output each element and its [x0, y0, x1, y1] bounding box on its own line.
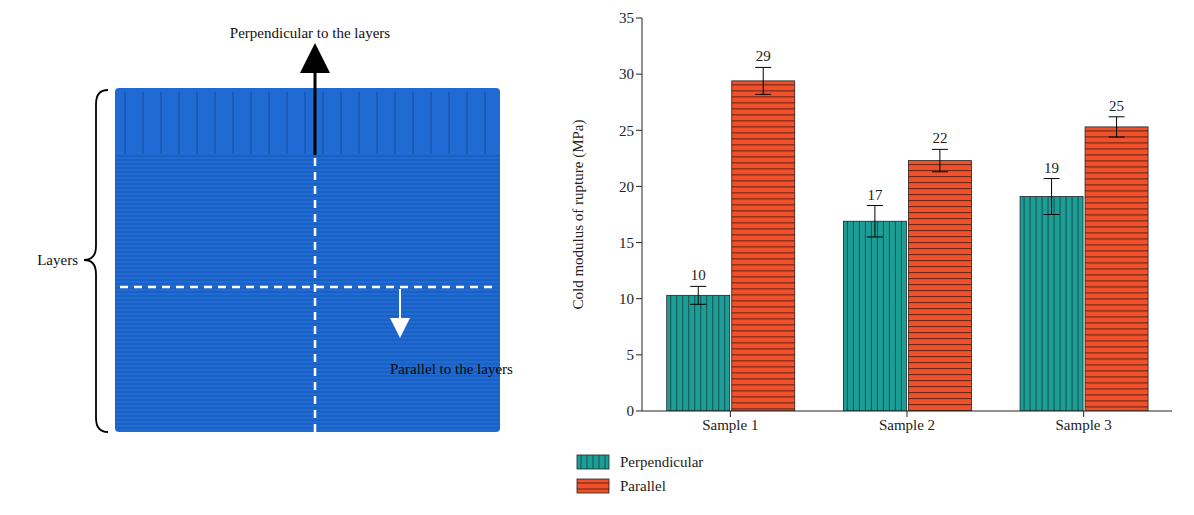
svg-text:25: 25: [619, 123, 634, 139]
svg-text:Sample 3: Sample 3: [1056, 417, 1112, 433]
svg-text:29: 29: [756, 48, 771, 64]
svg-text:35: 35: [619, 10, 634, 26]
svg-text:19: 19: [1044, 160, 1059, 176]
svg-text:5: 5: [627, 347, 635, 363]
svg-text:10: 10: [691, 267, 706, 283]
html-text:Perpendicular: Perpendicular: [620, 453, 704, 470]
svg-text:25: 25: [1109, 98, 1124, 114]
svg-text:0: 0: [627, 403, 635, 419]
svg-text:17: 17: [867, 187, 883, 203]
svg-text:Perpendicular to the layers: Perpendicular to the layers: [230, 25, 391, 41]
svg-text:Layers: Layers: [37, 252, 78, 268]
svg-text:15: 15: [619, 235, 634, 251]
svg-text:10: 10: [619, 291, 634, 307]
html-text:Parallel: Parallel: [620, 477, 666, 494]
svg-text:20: 20: [619, 179, 634, 195]
svg-text:Sample 1: Sample 1: [702, 417, 758, 433]
svg-text:Parallel to the layers: Parallel to the layers: [390, 361, 513, 377]
svg-text:Cold modulus of rupture (MPa): Cold modulus of rupture (MPa): [570, 120, 587, 310]
svg-text:22: 22: [932, 130, 947, 146]
svg-text:Sample 2: Sample 2: [879, 417, 935, 433]
svg-text:30: 30: [619, 66, 634, 82]
